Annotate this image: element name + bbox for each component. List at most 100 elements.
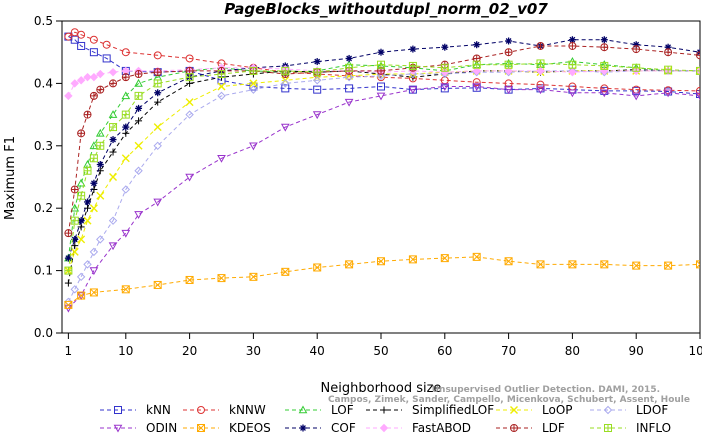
data-point — [664, 65, 673, 74]
y-tick-label: 0.3 — [34, 139, 53, 153]
data-point — [134, 78, 143, 87]
data-point — [504, 257, 513, 266]
y-tick-label: 0.2 — [34, 201, 53, 215]
data-point — [185, 73, 194, 82]
legend-label: LOF — [331, 403, 354, 417]
legend-item: LOF — [285, 403, 354, 417]
data-point — [135, 104, 143, 112]
watermark-line-1: Unsupervised Outlier Detection. DAMI, 20… — [432, 385, 660, 395]
legend-item: LDOF — [590, 403, 668, 417]
data-point — [134, 211, 143, 219]
data-point — [632, 63, 641, 72]
data-point — [89, 288, 98, 297]
data-point — [185, 173, 194, 182]
data-point — [281, 66, 290, 75]
legend-label: SimplifiedLOF — [412, 403, 494, 417]
data-point — [249, 66, 258, 75]
data-point — [96, 141, 105, 150]
data-point — [185, 54, 194, 63]
data-point — [96, 69, 105, 79]
data-point — [154, 98, 162, 106]
data-point — [153, 68, 162, 77]
data-point — [472, 66, 481, 76]
y-tick-label: 0.0 — [34, 326, 53, 340]
data-point — [280, 123, 290, 132]
data-point — [379, 423, 389, 433]
data-point — [377, 257, 385, 266]
data-point — [153, 79, 162, 88]
legend-item: SimplifiedLOF — [366, 403, 494, 417]
data-point — [664, 261, 673, 270]
data-point — [108, 242, 118, 251]
data-point — [281, 267, 290, 276]
watermark-line-2: Campos, Zimek, Sander, Campello, Micenko… — [328, 395, 690, 405]
data-point — [109, 148, 117, 156]
y-tick-label: 0.4 — [34, 76, 53, 90]
data-point — [696, 66, 700, 75]
data-point — [473, 41, 481, 49]
data-point — [249, 272, 258, 281]
legend-label: KDEOS — [229, 421, 271, 434]
data-point — [76, 292, 86, 301]
data-point — [102, 54, 111, 63]
data-point — [440, 84, 449, 93]
data-point — [568, 67, 577, 77]
x-axis-label: Neighborhood size — [321, 381, 442, 396]
data-point — [568, 260, 577, 269]
data-point — [631, 92, 641, 101]
data-point — [536, 80, 545, 89]
legend-label: FastABOD — [412, 421, 471, 434]
series-line — [68, 36, 700, 95]
data-point — [102, 40, 111, 49]
y-axis-label: Maximum F1 — [3, 136, 18, 220]
data-point — [77, 30, 86, 39]
data-point — [77, 41, 86, 50]
data-point — [344, 98, 354, 107]
data-point — [77, 291, 86, 300]
data-point — [408, 61, 417, 70]
y-tick-label: 0.5 — [34, 14, 53, 28]
data-point — [664, 48, 673, 57]
data-point — [153, 280, 162, 289]
data-point — [249, 85, 258, 94]
data-point — [84, 198, 92, 206]
data-point — [312, 111, 322, 120]
data-point — [64, 279, 72, 287]
data-point — [603, 405, 613, 415]
data-point — [536, 260, 545, 269]
data-point — [83, 72, 92, 82]
data-point — [153, 123, 162, 132]
data-point — [96, 191, 105, 200]
data-point — [96, 235, 105, 244]
data-point — [89, 267, 99, 276]
data-point — [185, 98, 194, 107]
legend-item: KDEOS — [183, 421, 271, 434]
series-odin — [64, 83, 700, 313]
data-point — [217, 70, 226, 79]
data-point — [536, 59, 545, 68]
data-point — [64, 300, 73, 309]
data-point — [89, 204, 98, 213]
data-point — [108, 216, 118, 225]
data-point — [249, 142, 258, 151]
legend-item: LDF — [496, 421, 565, 434]
data-point — [77, 217, 85, 225]
data-point — [77, 235, 86, 244]
data-point — [600, 43, 609, 52]
data-point — [70, 285, 79, 294]
data-point — [345, 84, 354, 93]
data-point — [600, 36, 608, 44]
data-point — [408, 86, 418, 95]
data-point — [376, 71, 386, 81]
data-point — [70, 79, 79, 88]
data-point — [281, 79, 290, 88]
data-point — [64, 91, 73, 101]
data-point — [568, 60, 577, 69]
data-point — [134, 91, 143, 100]
data-point — [83, 260, 92, 269]
data-point — [76, 178, 86, 187]
data-point — [95, 128, 105, 137]
data-point — [108, 67, 118, 77]
data-point — [76, 272, 86, 282]
